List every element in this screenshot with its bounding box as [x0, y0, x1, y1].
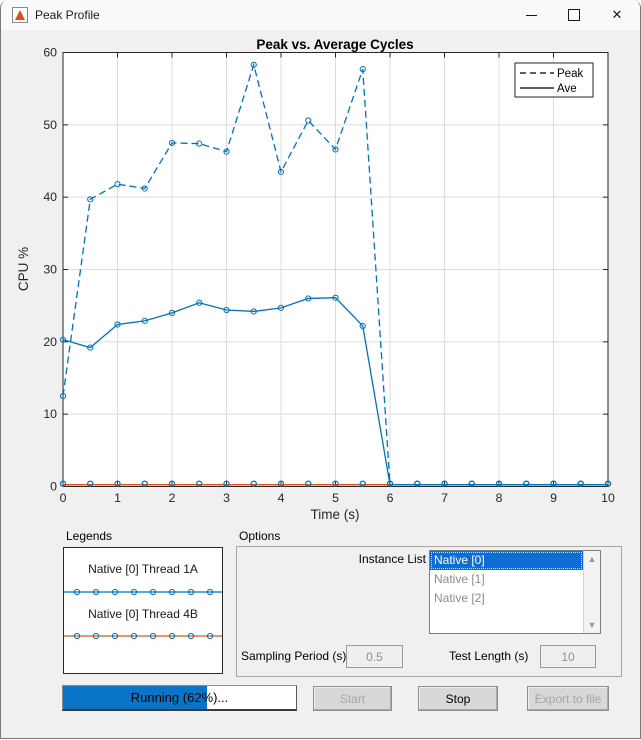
plot-labels: Peak vs. Average Cycles Time (s) CPU % P…	[16, 37, 594, 522]
legend-entry-thread4b-label: Native [0] Thread 4B	[88, 607, 198, 621]
svg-text:8: 8	[496, 491, 503, 505]
minimize-button[interactable]	[510, 0, 552, 30]
chart-legend[interactable]: Peak Ave	[514, 62, 594, 98]
instance-listbox[interactable]: Native [0] Native [1] Native [2] ▲ ▼	[429, 550, 601, 634]
y-axis-label: CPU %	[16, 247, 31, 291]
progress-bar: Running (62%)...	[62, 685, 297, 711]
test-length-label: Test Length (s)	[449, 649, 529, 663]
maximize-button[interactable]	[553, 0, 595, 30]
svg-text:2: 2	[169, 491, 176, 505]
minimize-icon	[525, 14, 537, 16]
svg-text:0: 0	[50, 480, 57, 494]
progress-status-text: Running (62%)...	[130, 690, 229, 705]
stop-button[interactable]: Stop	[418, 686, 498, 711]
legend-entry-thread1a-line	[64, 585, 222, 597]
instance-list-label: Instance List	[358, 552, 426, 566]
list-item-native-1[interactable]: Native [1]	[434, 572, 485, 586]
svg-text:7: 7	[441, 491, 448, 505]
title-bar[interactable]: Peak Profile ✕	[1, 0, 640, 30]
svg-text:50: 50	[43, 118, 57, 132]
legend-ave-label: Ave	[557, 83, 577, 95]
svg-text:6: 6	[387, 491, 394, 505]
progress-bar-fill	[63, 686, 208, 709]
maximize-icon	[568, 9, 580, 21]
legend-peak-label: Peak	[557, 68, 583, 80]
options-panel-label: Options	[239, 529, 281, 543]
listbox-scrollbar[interactable]: ▲ ▼	[583, 551, 600, 633]
list-item-native-2[interactable]: Native [2]	[434, 591, 485, 605]
sampling-period-field[interactable]: 0.5	[346, 645, 403, 668]
svg-text:3: 3	[223, 491, 230, 505]
svg-text:5: 5	[332, 491, 339, 505]
list-item-native-0[interactable]: Native [0]	[430, 551, 583, 570]
legend-entry-thread4b-line	[64, 629, 222, 641]
scroll-down-icon[interactable]: ▼	[587, 620, 597, 630]
svg-text:30: 30	[43, 263, 57, 277]
svg-text:40: 40	[43, 190, 57, 204]
plot-axes-and-series: 0 1 2 3 4 5 6 7 8 9 10 0 10 20 30 40 50 60	[43, 46, 615, 506]
cpu-usage-chart: 0 1 2 3 4 5 6 7 8 9 10 0 10 20 30 40 50 60 Peak vs. Avera…	[16, 37, 615, 522]
matlab-icon	[12, 7, 28, 23]
test-length-field[interactable]: 10	[540, 645, 596, 668]
svg-text:10: 10	[43, 407, 57, 421]
svg-text:1: 1	[114, 491, 121, 505]
x-axis-label: Time (s)	[311, 507, 360, 522]
svg-text:0: 0	[60, 491, 67, 505]
svg-text:10: 10	[601, 491, 615, 505]
close-button[interactable]: ✕	[596, 0, 638, 30]
sampling-period-label: Sampling Period (s)	[241, 649, 347, 663]
svg-text:4: 4	[278, 491, 285, 505]
close-icon: ✕	[611, 7, 623, 22]
legends-panel-label: Legends	[66, 529, 113, 543]
svg-text:60: 60	[43, 46, 57, 60]
export-to-file-button[interactable]: Export to file	[527, 686, 609, 711]
start-button[interactable]: Start	[313, 686, 392, 711]
chart-title: Peak vs. Average Cycles	[256, 37, 413, 52]
legends-panel: Native [0] Thread 1A Native [0] Thread 4…	[63, 547, 223, 674]
scroll-up-icon[interactable]: ▲	[587, 554, 597, 564]
legend-box	[514, 62, 594, 98]
svg-text:20: 20	[43, 335, 57, 349]
svg-text:9: 9	[550, 491, 557, 505]
legend-entry-thread1a-label: Native [0] Thread 1A	[88, 562, 198, 576]
window-title: Peak Profile	[35, 8, 100, 22]
